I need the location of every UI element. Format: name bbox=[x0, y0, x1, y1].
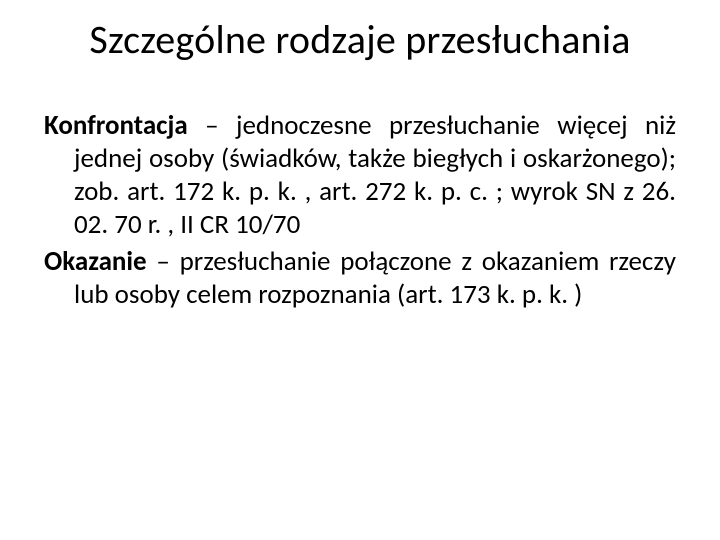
term-okazanie: Okazanie bbox=[44, 245, 147, 278]
term-konfrontacja: Konfrontacja bbox=[44, 109, 188, 142]
paragraph-konfrontacja: Konfrontacja – jednoczesne przesłuchanie… bbox=[44, 110, 676, 242]
slide-body: Konfrontacja – jednoczesne przesłuchanie… bbox=[44, 110, 676, 312]
paragraph-okazanie: Okazanie – przesłuchanie połączone z oka… bbox=[44, 246, 676, 312]
slide: Szczególne rodzaje przesłuchania Konfron… bbox=[0, 0, 720, 540]
slide-title: Szczególne rodzaje przesłuchania bbox=[44, 18, 676, 62]
text-okazanie: – przesłuchanie połączone z okazaniem rz… bbox=[74, 245, 676, 311]
